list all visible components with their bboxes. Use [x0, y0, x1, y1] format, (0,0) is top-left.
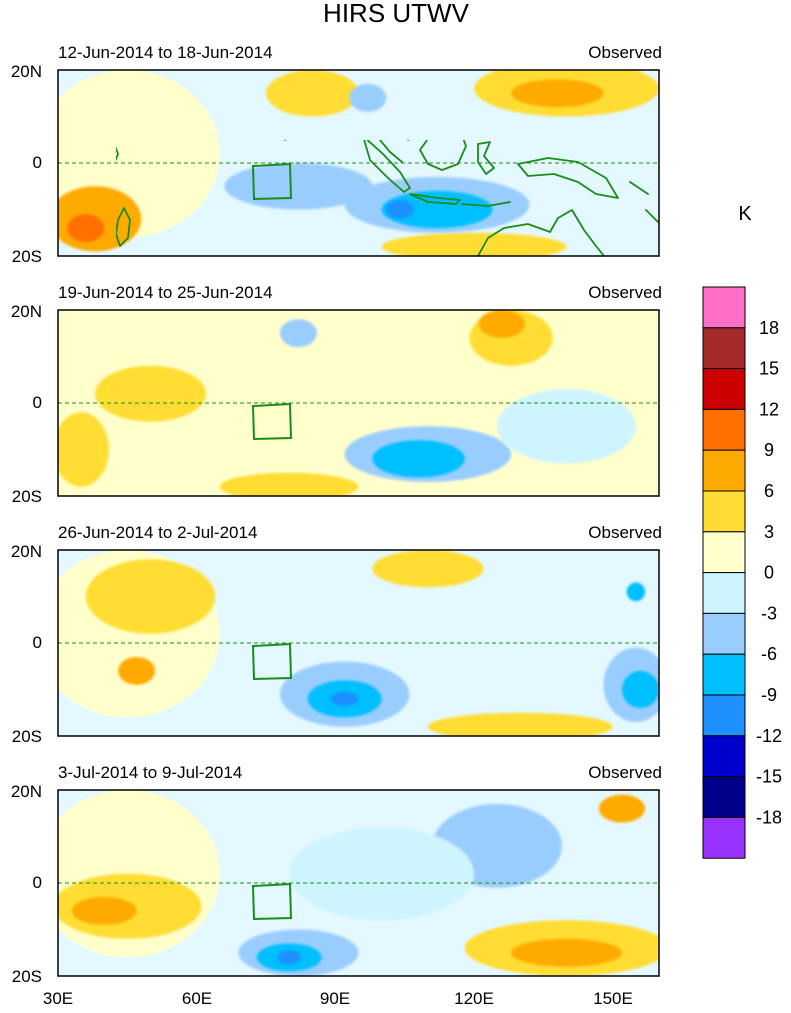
cool-anomaly: [349, 83, 387, 112]
warm-anomaly: [266, 70, 359, 117]
cool-anomaly: [277, 950, 301, 965]
colorbar-swatch: [702, 286, 746, 329]
map-panel-3: 26-Jun-2014 to 2-Jul-2014 Observed 20N 0…: [11, 523, 662, 746]
y-tick-label: 20S: [12, 727, 42, 746]
cool-anomaly: [279, 319, 317, 348]
cool-anomaly: [626, 582, 646, 602]
colorbar-swatch: [702, 449, 746, 492]
cool-anomaly: [381, 190, 493, 229]
colorbar-tick-label: 6: [764, 481, 774, 501]
panel-date-range: 3-Jul-2014 to 9-Jul-2014: [58, 763, 242, 782]
colorbar-swatch: [702, 490, 746, 533]
map-frame: [57, 309, 660, 497]
colorbar-swatch: [702, 694, 746, 737]
warm-anomaly: [427, 712, 613, 736]
colorbar-swatch: [702, 572, 746, 614]
region-box: [251, 642, 293, 681]
colorbar-swatch: [702, 612, 746, 655]
panel-date-range: 12-Jun-2014 to 18-Jun-2014: [58, 43, 273, 62]
colorbar-swatch: [702, 776, 746, 818]
y-tick-label: 20N: [11, 782, 42, 801]
warm-anomaly: [381, 232, 567, 256]
y-tick-label: 0: [33, 873, 42, 892]
colorbar-tick-label: -3: [761, 603, 777, 623]
warm-anomaly: [511, 79, 604, 108]
warm-anomaly: [94, 365, 206, 422]
panel-date-range: 19-Jun-2014 to 25-Jun-2014: [58, 283, 273, 302]
y-tick-label: 20S: [12, 487, 42, 506]
colorbar-tick-label: -9: [761, 685, 777, 705]
colorbar-tick-label: 0: [764, 563, 774, 583]
y-tick-label: 20N: [11, 542, 42, 561]
x-axis: 30E 60E 90E 120E 150E: [43, 989, 633, 1008]
map-frame: [57, 69, 660, 257]
cool-anomaly: [497, 389, 636, 464]
warm-anomaly: [118, 656, 156, 685]
y-tick-label: 0: [33, 393, 42, 412]
region-box: [251, 402, 293, 441]
warm-anomaly: [511, 938, 623, 967]
panel-label: Observed: [588, 43, 662, 62]
colorbar: 18 15 12 9 6 3 0 -3 -6 -9 -12 -15 -18: [702, 286, 782, 859]
colorbar-swatch: [702, 327, 746, 370]
warm-anomaly: [67, 214, 105, 243]
map-panel-1: 12-Jun-2014 to 18-Jun-2014 Observed 20N …: [11, 43, 662, 266]
map-frame: [57, 549, 660, 737]
x-tick-label: 120E: [454, 989, 494, 1008]
warm-anomaly: [219, 472, 359, 496]
colorbar-tick-label: -6: [761, 644, 777, 664]
colorbar-tick-label: -15: [756, 767, 782, 787]
colorbar-tick-label: 15: [759, 359, 779, 379]
warm-anomaly: [372, 550, 484, 588]
colorbar-unit: K: [738, 203, 752, 225]
y-tick-label: 20S: [12, 967, 42, 986]
colorbar-tick-label: -18: [756, 807, 782, 827]
colorbar-swatch: [702, 816, 746, 859]
colorbar-swatch: [702, 408, 746, 451]
colorbar-tick-label: 18: [759, 318, 779, 338]
warm-anomaly: [58, 412, 109, 487]
colorbar-swatch: [702, 735, 746, 778]
cool-anomaly: [386, 200, 414, 219]
map-frame: [57, 789, 660, 977]
y-tick-label: 20S: [12, 247, 42, 266]
colorbar-swatch: [702, 653, 746, 696]
cool-anomaly: [372, 440, 465, 478]
colorbar-tick-label: -12: [756, 726, 782, 746]
colorbar-swatch: [702, 531, 746, 574]
warm-anomaly: [598, 794, 646, 823]
cool-anomaly: [330, 691, 359, 706]
panel-label: Observed: [588, 763, 662, 782]
colorbar-tick-label: 9: [764, 440, 774, 460]
y-tick-label: 20N: [11, 302, 42, 321]
colorbar-tick-label: 3: [764, 522, 774, 542]
cool-anomaly: [289, 827, 475, 921]
map-panel-2: 19-Jun-2014 to 25-Jun-2014 Observed 20N …: [11, 283, 662, 506]
panel-label: Observed: [588, 523, 662, 542]
cool-anomaly: [622, 670, 659, 709]
panel-label: Observed: [588, 283, 662, 302]
warm-anomaly: [85, 559, 216, 634]
colorbar-tick-label: 12: [759, 399, 779, 419]
x-tick-label: 90E: [320, 989, 350, 1008]
warm-anomaly: [71, 896, 137, 925]
x-tick-label: 60E: [182, 989, 212, 1008]
map-panel-4: 3-Jul-2014 to 9-Jul-2014 Observed 20N 0 …: [11, 763, 662, 986]
colorbar-swatch: [702, 368, 746, 410]
panel-date-range: 26-Jun-2014 to 2-Jul-2014: [58, 523, 257, 542]
region-box: [251, 882, 293, 921]
y-tick-label: 0: [33, 153, 42, 172]
figure-title: HIRS UTWV: [323, 0, 470, 28]
region-box: [251, 162, 293, 201]
y-tick-label: 20N: [11, 62, 42, 81]
x-tick-label: 150E: [593, 989, 633, 1008]
warm-anomaly: [478, 310, 525, 338]
x-tick-label: 30E: [43, 989, 73, 1008]
y-tick-label: 0: [33, 633, 42, 652]
